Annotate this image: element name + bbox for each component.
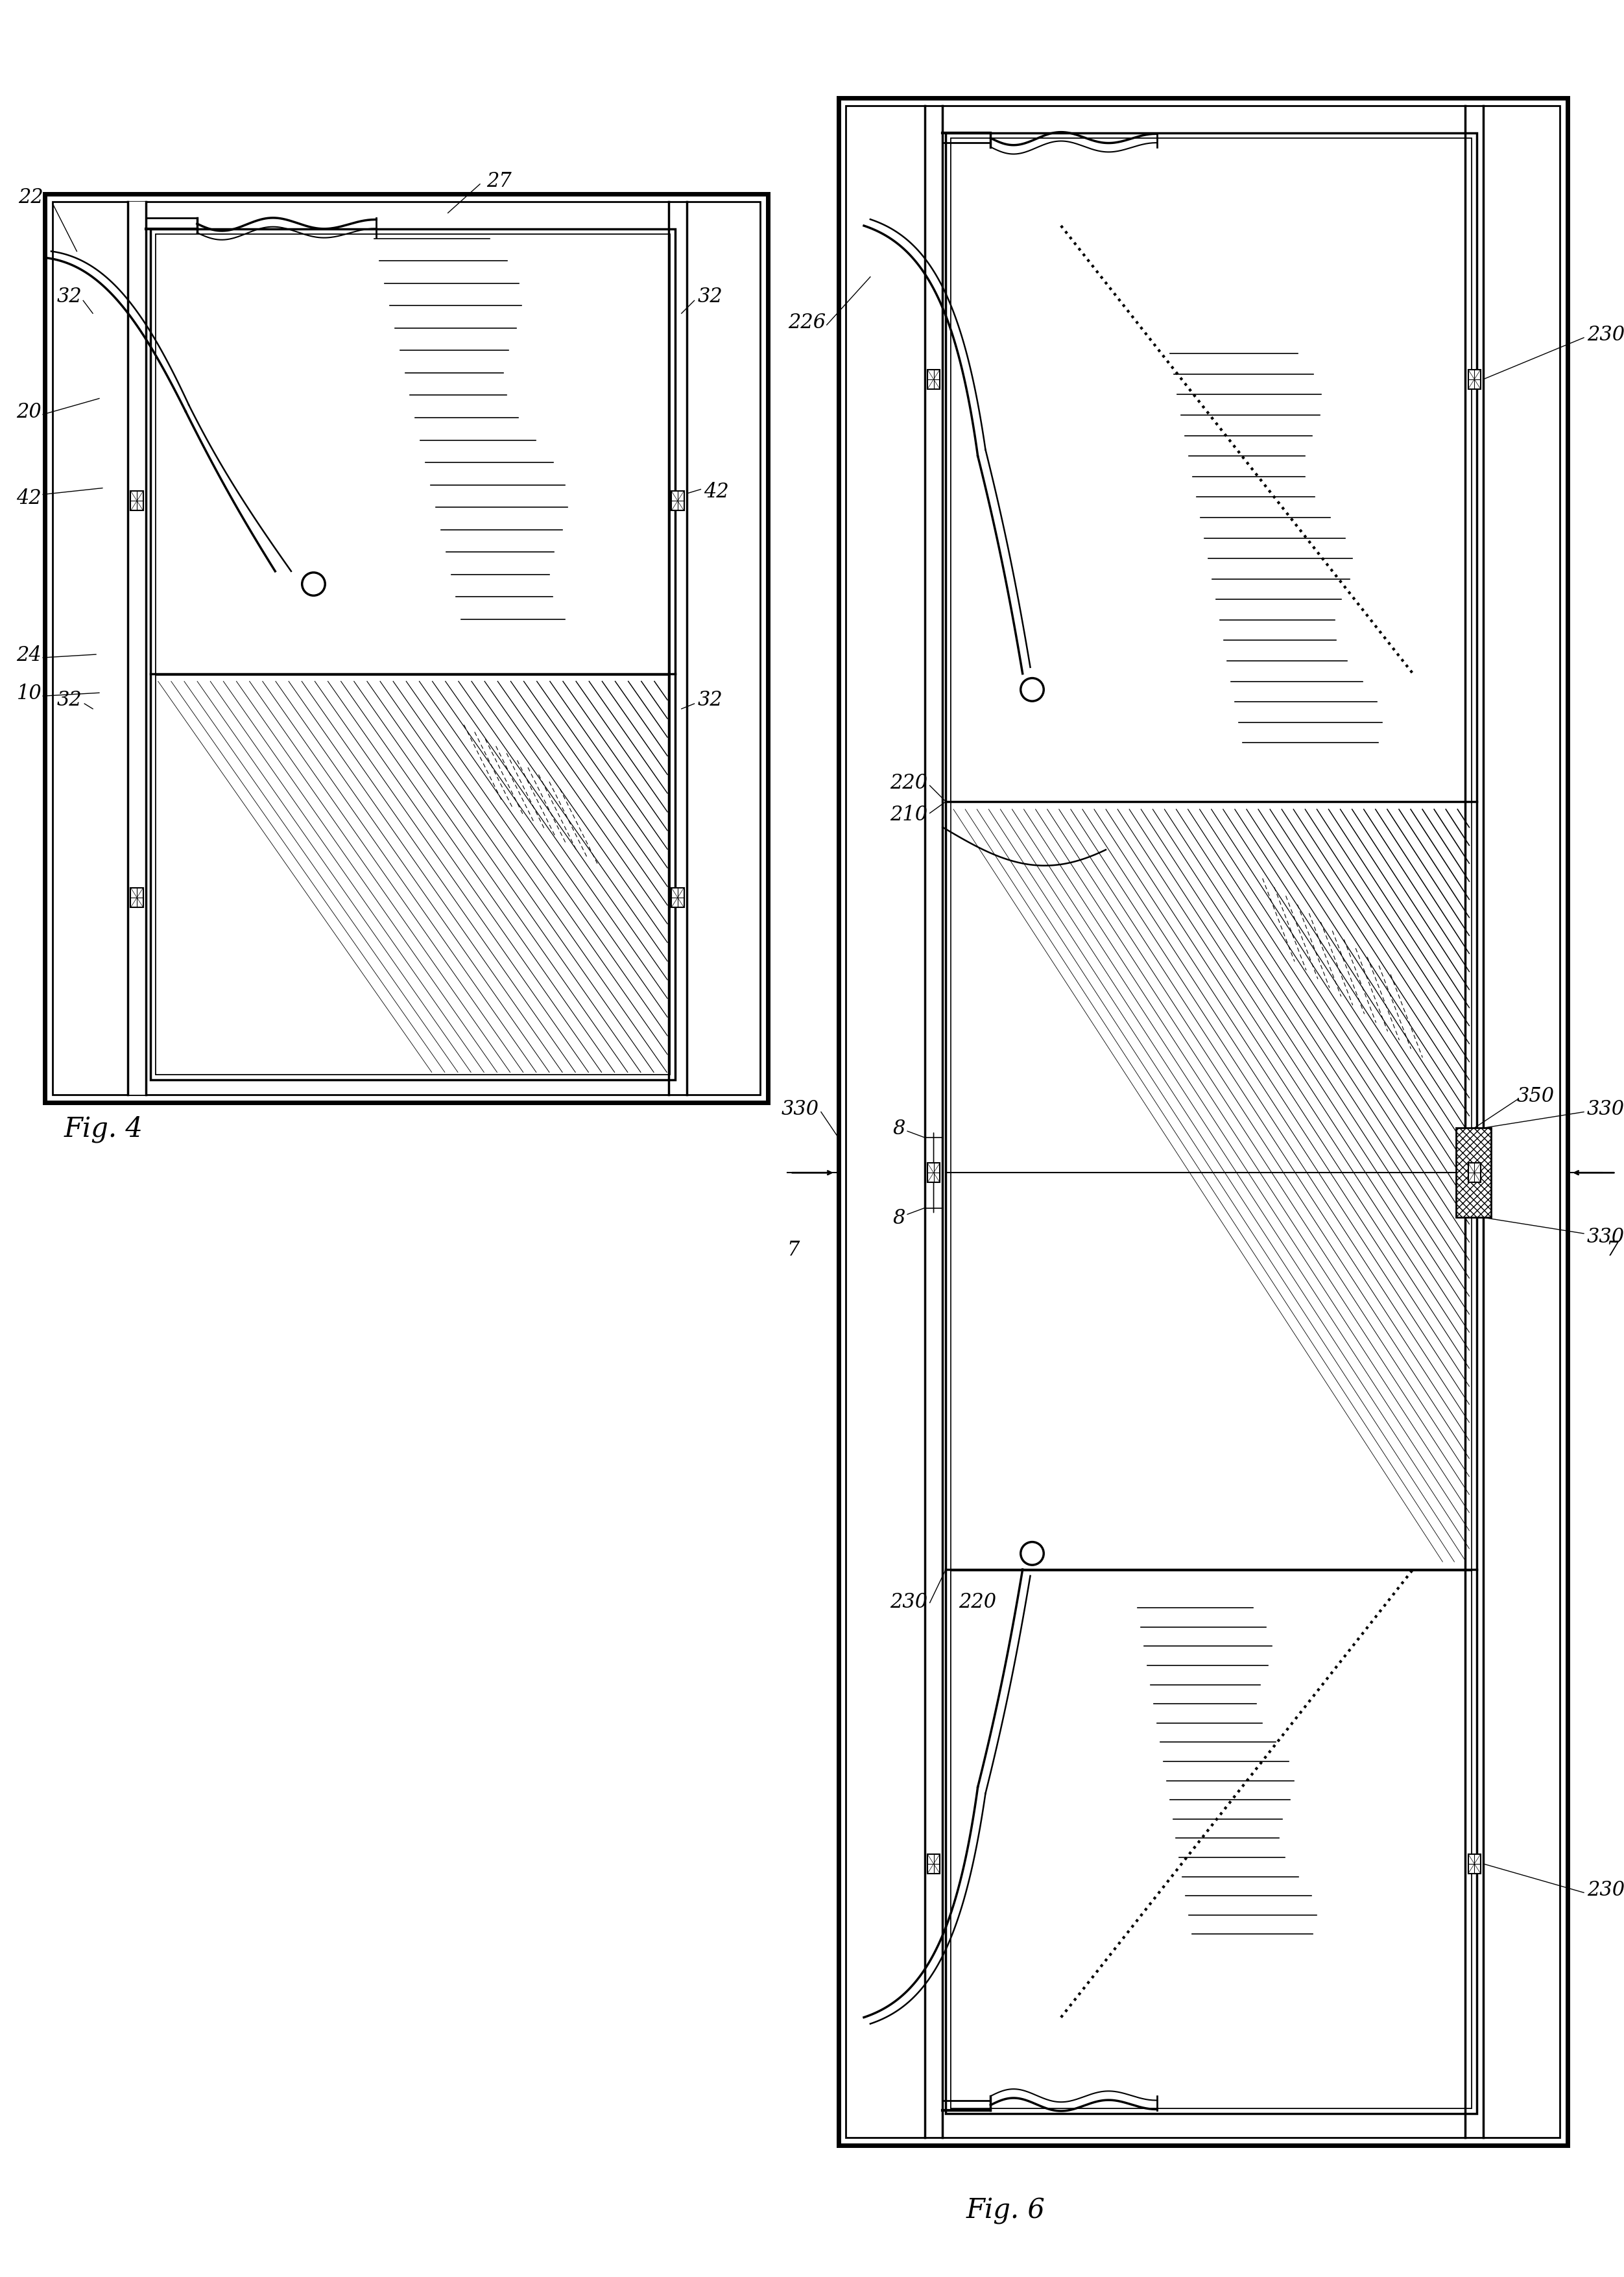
Text: 8: 8	[893, 1118, 906, 1138]
Bar	[838, 98, 1567, 2145]
Bar	[952, 1571, 1471, 2109]
Bar	[1468, 1164, 1481, 1182]
Circle shape	[1020, 679, 1044, 701]
Bar	[671, 492, 684, 512]
Bar	[952, 139, 1471, 2109]
Bar	[846, 107, 1561, 2138]
Circle shape	[1020, 1542, 1044, 1564]
Text: Fig. 6: Fig. 6	[966, 2197, 1046, 2225]
Text: 7: 7	[1606, 1239, 1619, 1259]
Bar	[156, 235, 671, 674]
Text: 330: 330	[1587, 1100, 1624, 1118]
Bar	[945, 134, 1476, 2113]
Bar	[1455, 1129, 1491, 1218]
Bar	[52, 203, 760, 1095]
Text: 220: 220	[890, 772, 927, 792]
Text: 32: 32	[697, 690, 723, 710]
Bar	[156, 676, 671, 1075]
Text: 32: 32	[57, 690, 81, 710]
Circle shape	[302, 574, 325, 597]
Text: 230: 230	[1587, 1879, 1624, 1899]
Bar	[927, 1853, 940, 1874]
Text: 22: 22	[18, 187, 44, 207]
Bar	[927, 369, 940, 389]
Bar	[156, 235, 671, 1075]
Text: 230: 230	[890, 1592, 927, 1612]
Text: 27: 27	[487, 171, 512, 191]
Text: 350: 350	[1517, 1086, 1554, 1107]
Text: 10: 10	[16, 683, 42, 704]
Text: 42: 42	[16, 487, 42, 508]
Bar	[1468, 369, 1481, 389]
Text: 220: 220	[958, 1592, 996, 1612]
Bar	[128, 203, 148, 1095]
Bar	[1468, 1853, 1481, 1874]
Bar	[130, 888, 143, 909]
Text: 226: 226	[788, 312, 825, 332]
Text: 7: 7	[788, 1239, 799, 1259]
Text: 330: 330	[781, 1100, 818, 1118]
Bar	[952, 139, 1471, 802]
Text: 42: 42	[703, 483, 729, 501]
Bar	[671, 888, 684, 909]
Bar	[927, 1164, 940, 1182]
Text: Fig. 4: Fig. 4	[63, 1116, 143, 1143]
Text: 20: 20	[16, 401, 42, 421]
Bar	[130, 492, 143, 512]
Text: 210: 210	[890, 804, 927, 824]
Text: 32: 32	[697, 287, 723, 307]
Text: 8: 8	[893, 1207, 906, 1227]
Text: 330: 330	[1587, 1227, 1624, 1248]
Text: 32: 32	[57, 287, 81, 307]
Text: 24: 24	[16, 644, 42, 665]
Bar	[151, 230, 676, 1079]
Bar	[45, 194, 768, 1102]
Text: 230: 230	[1587, 326, 1624, 346]
